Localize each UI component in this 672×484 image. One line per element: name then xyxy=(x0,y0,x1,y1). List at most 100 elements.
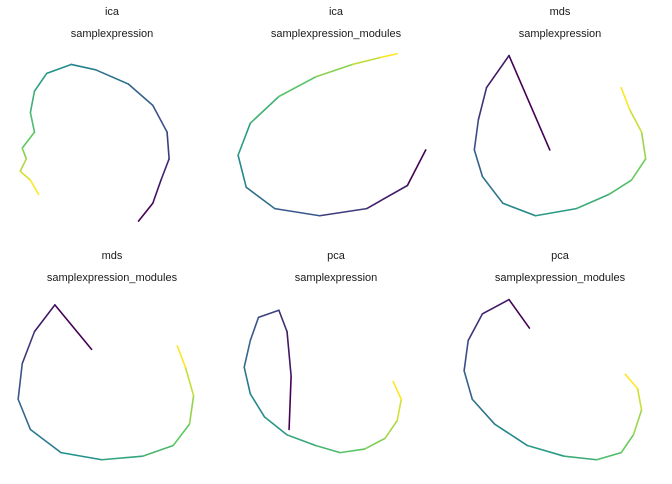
trajectory-segment xyxy=(249,316,260,342)
trajectory-segment xyxy=(237,122,252,157)
trajectory-segment xyxy=(278,76,317,98)
trajectory-segment xyxy=(45,63,72,75)
trajectory-segment xyxy=(508,54,551,151)
trajectory-segment xyxy=(314,63,354,78)
trajectory-segment xyxy=(29,179,40,196)
trajectory-segment xyxy=(54,304,93,351)
trajectory-segment xyxy=(636,387,643,411)
trajectory-segment xyxy=(243,366,252,395)
trajectory-segment xyxy=(380,52,398,59)
trajectory-segment xyxy=(152,179,162,205)
trajectory-segment xyxy=(137,202,154,222)
panel-method-title: pca xyxy=(551,250,569,262)
trajectory-segment xyxy=(17,398,32,431)
trajectory-segment xyxy=(392,380,403,401)
trajectory-plot xyxy=(17,304,195,461)
trajectory-segment xyxy=(493,423,529,447)
trajectory-segment xyxy=(141,444,174,457)
trajectory-segment xyxy=(273,207,321,217)
trajectory-segment xyxy=(249,95,280,124)
trajectory-segment xyxy=(188,394,195,425)
trajectory-segment xyxy=(152,104,168,133)
trajectory-segment xyxy=(351,56,382,66)
panel-method-title: ica xyxy=(104,6,120,18)
trajectory-plot xyxy=(463,298,643,461)
trajectory-segment xyxy=(17,362,24,401)
trajectory-segment xyxy=(473,118,480,151)
trajectory-plot xyxy=(237,52,427,217)
trajectory-segment xyxy=(19,158,28,173)
trajectory-segment xyxy=(288,375,292,431)
trajectory-segment xyxy=(21,131,36,149)
trajectory-segment xyxy=(176,345,187,368)
trajectory-segment xyxy=(624,373,639,390)
trajectory-segment xyxy=(21,147,28,160)
trajectory-segment xyxy=(620,86,631,110)
trajectory-segment xyxy=(21,330,36,365)
panel-dataset-subtitle: samplexpression_modules xyxy=(46,272,178,284)
trajectory-segment xyxy=(29,111,36,133)
trajectory-segment xyxy=(481,175,504,205)
trajectory-segment xyxy=(160,158,170,181)
trajectory-segment xyxy=(94,68,130,85)
trajectory-segment xyxy=(166,131,170,160)
trajectory-segment xyxy=(473,149,484,178)
trajectory-segment xyxy=(60,451,103,461)
trajectory-segment xyxy=(563,455,598,461)
trajectory-segment xyxy=(608,179,633,196)
trajectory-segment xyxy=(286,434,317,447)
trajectory-segment xyxy=(502,202,537,217)
trajectory-segment xyxy=(245,186,276,210)
trajectory-segment xyxy=(467,312,484,342)
panel-mds-samplexpression: mds samplexpression xyxy=(448,0,672,240)
trajectory-segment xyxy=(127,83,154,107)
trajectory-segment xyxy=(526,444,565,457)
panel-ica-samplexpression-modules: ica samplexpression_modules xyxy=(224,0,448,240)
trajectory-segment xyxy=(243,339,252,368)
trajectory-segment xyxy=(70,63,97,71)
trajectory-segment xyxy=(481,298,510,315)
trajectory-segment xyxy=(463,339,470,372)
trajectory-segment xyxy=(630,158,647,181)
trajectory-segment xyxy=(33,304,56,333)
panel-pca-samplexpression: pca samplexpression xyxy=(224,244,448,484)
trajectory-segment xyxy=(318,207,368,217)
panel-method-title: pca xyxy=(327,250,345,262)
trajectory-segment xyxy=(29,428,62,454)
trajectory-segment xyxy=(365,184,409,210)
trajectory-segment xyxy=(640,131,647,160)
trajectory-segment xyxy=(172,423,191,447)
panel-method-title: mds xyxy=(549,6,571,18)
trajectory-segment xyxy=(249,393,266,418)
trajectory-segment xyxy=(278,309,288,333)
trajectory-segment xyxy=(314,444,341,454)
trajectory-segment xyxy=(19,170,32,181)
trajectory-segment xyxy=(363,437,386,450)
panel-method-title: mds xyxy=(101,250,123,262)
trajectory-segment xyxy=(620,434,635,454)
trajectory-segment xyxy=(339,448,366,454)
trajectory-segment xyxy=(33,72,48,92)
panel-pca-samplexpression-modules: pca samplexpression_modules xyxy=(448,244,672,484)
trajectory-plot xyxy=(243,309,403,454)
panel-method-title: ica xyxy=(328,6,344,18)
trajectory-segment xyxy=(485,54,510,89)
trajectory-segment xyxy=(575,193,610,210)
trajectory-segment xyxy=(101,455,144,461)
trajectory-segment xyxy=(406,149,427,187)
trajectory-plot xyxy=(19,63,170,222)
panel-dataset-subtitle: samplexpression_modules xyxy=(494,272,626,284)
panel-dataset-subtitle: samplexpression_modules xyxy=(270,28,402,40)
panel-mds-samplexpression-modules: mds samplexpression_modules xyxy=(0,244,224,484)
trajectory-segment xyxy=(632,409,643,436)
trajectory-segment xyxy=(384,419,398,440)
trajectory-segment xyxy=(628,108,643,133)
trajectory-segment xyxy=(471,398,496,425)
trajectory-plot xyxy=(473,54,647,217)
trajectory-segment xyxy=(29,90,36,114)
trajectory-segment xyxy=(396,398,403,422)
trajectory-segment xyxy=(534,207,578,217)
trajectory-segment xyxy=(508,298,531,329)
panel-dataset-subtitle: samplexpression xyxy=(294,272,378,284)
